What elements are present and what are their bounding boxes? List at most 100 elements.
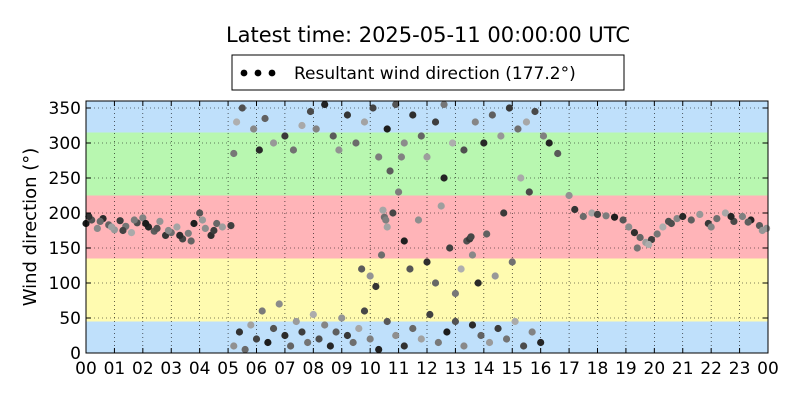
- data-point: [400, 342, 408, 350]
- data-point: [252, 335, 261, 343]
- data-point: [255, 146, 263, 154]
- data-point: [659, 223, 667, 231]
- data-point: [397, 153, 406, 161]
- data-point: [440, 100, 448, 109]
- y-tick-label: 250: [49, 169, 81, 189]
- data-point: [153, 224, 161, 232]
- data-point: [196, 209, 204, 217]
- data-point: [382, 216, 390, 224]
- data-point: [491, 272, 499, 280]
- data-point: [358, 265, 366, 273]
- data-point: [514, 125, 522, 133]
- data-point: [467, 233, 475, 241]
- data-point: [366, 335, 374, 343]
- data-point: [96, 217, 104, 225]
- data-point: [383, 317, 391, 326]
- data-point: [233, 118, 241, 126]
- data-point: [227, 222, 235, 230]
- x-tick-label: 19: [615, 359, 637, 379]
- data-point: [287, 342, 295, 350]
- data-point: [210, 226, 218, 235]
- data-point: [335, 146, 343, 154]
- data-point: [460, 146, 468, 154]
- x-tick-label: 12: [416, 359, 438, 379]
- data-point: [520, 342, 528, 350]
- data-point: [488, 111, 496, 119]
- y-axis: 0 50 100 150 200 250 300 350: [49, 99, 768, 364]
- data-point: [176, 231, 184, 239]
- data-point: [721, 209, 729, 217]
- data-point: [468, 321, 477, 329]
- data-point: [610, 213, 619, 221]
- data-point: [417, 335, 425, 343]
- data-point: [738, 212, 747, 221]
- data-point: [431, 118, 440, 126]
- data-point: [667, 219, 675, 228]
- x-tick-label: 11: [388, 359, 410, 379]
- data-point: [230, 149, 238, 158]
- data-point: [173, 223, 181, 231]
- data-point: [460, 342, 468, 350]
- data-point: [409, 111, 417, 119]
- data-point: [636, 233, 644, 242]
- data-point: [528, 328, 536, 336]
- data-point: [645, 240, 653, 249]
- data-point: [673, 215, 681, 223]
- data-point: [588, 209, 596, 217]
- x-tick-label: 13: [445, 359, 467, 379]
- data-point: [386, 167, 394, 175]
- data-point: [298, 121, 306, 130]
- data-point: [457, 265, 465, 273]
- data-points: [82, 100, 771, 354]
- data-point: [355, 324, 363, 333]
- data-point: [494, 324, 502, 333]
- data-point: [360, 118, 369, 126]
- x-tick-label: 05: [217, 359, 239, 379]
- data-point: [230, 342, 238, 350]
- x-tick-label: 01: [104, 359, 126, 379]
- y-axis-label: Wind direction (°): [20, 148, 41, 307]
- data-point: [505, 104, 514, 112]
- x-tick-label: 00: [75, 359, 97, 379]
- data-point: [142, 219, 150, 228]
- legend-box: [231, 54, 625, 91]
- data-point: [389, 209, 397, 217]
- data-point: [511, 317, 519, 326]
- data-point: [275, 300, 283, 308]
- x-tick-label: 18: [587, 359, 609, 379]
- data-point: [343, 331, 352, 340]
- data-point: [258, 307, 266, 315]
- x-tick-label: 07: [274, 359, 296, 379]
- data-point: [292, 317, 300, 326]
- data-point: [602, 212, 610, 220]
- x-tick-label: 23: [729, 359, 751, 379]
- data-point: [321, 100, 329, 109]
- x-tick-label: 16: [530, 359, 552, 379]
- data-point: [326, 342, 334, 350]
- data-point: [423, 153, 431, 161]
- data-point: [241, 345, 249, 354]
- y-tick-label: 50: [59, 309, 81, 329]
- data-point: [451, 317, 460, 326]
- data-point: [281, 331, 289, 340]
- data-point: [630, 229, 639, 237]
- y-tick-label: 100: [49, 274, 81, 294]
- data-point: [619, 216, 627, 224]
- data-point: [116, 217, 124, 225]
- data-point: [349, 338, 357, 347]
- data-point: [379, 206, 387, 214]
- direction-band: [86, 101, 768, 133]
- data-point: [451, 289, 460, 298]
- x-tick-label: 09: [331, 359, 353, 379]
- chart-title: Latest time: 2025-05-11 00:00:00 UTC: [226, 23, 630, 47]
- data-point: [406, 265, 414, 273]
- legend: Resultant wind direction (177.2°): [231, 54, 625, 91]
- data-point: [352, 139, 360, 147]
- data-point: [190, 219, 198, 228]
- data-point: [545, 139, 553, 147]
- data-point: [315, 335, 323, 343]
- data-point: [565, 191, 573, 200]
- data-point: [213, 219, 221, 228]
- data-point: [85, 212, 93, 221]
